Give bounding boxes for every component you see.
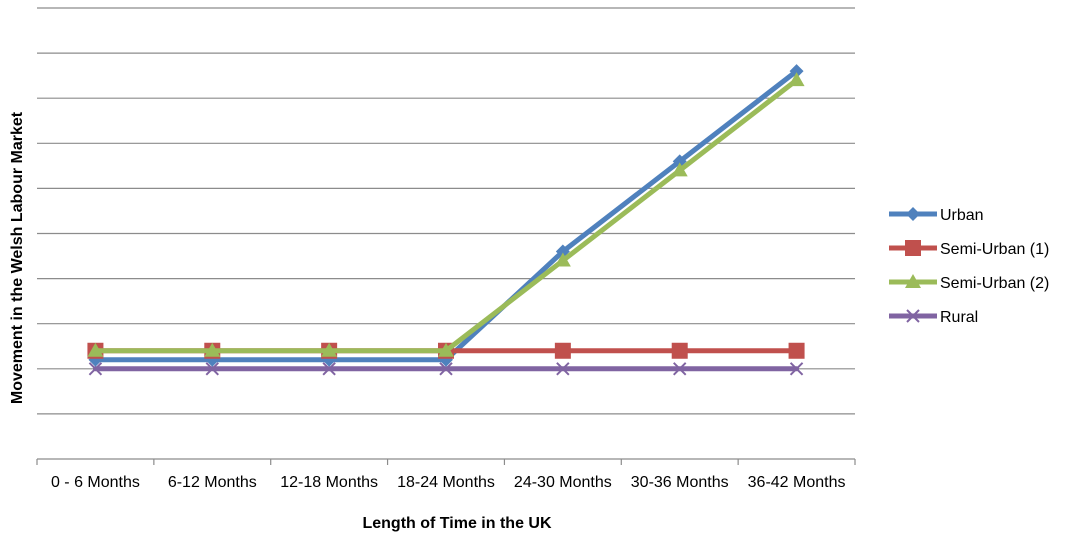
data-point-marker [88,362,103,376]
data-point-marker [905,240,921,256]
series-urban [88,64,804,367]
x-tick-label: 0 - 6 Months [51,474,140,491]
legend: Urban Semi-Urban (1) Semi-Urban (2) Rural [889,207,1049,326]
series-line [92,68,800,363]
series-rural [88,362,804,376]
legend-item: Semi-Urban (1) [889,240,1049,258]
data-point-marker [438,342,454,357]
gridlines [37,7,855,460]
data-point-marker [905,274,921,288]
data-point-marker [906,309,920,323]
legend-item: Rural [889,309,978,326]
y-axis-title: Movement in the Welsh Labour Market [9,111,26,404]
axes [36,459,856,465]
x-tick-label: 12-18 Months [280,474,378,491]
x-tick-label: 6-12 Months [168,474,257,491]
series-semi-urban-2 [87,72,805,357]
x-axis-title: Length of Time in the UK [362,515,551,532]
data-point-marker [671,162,688,177]
data-point-marker [321,342,338,357]
data-point-marker [205,362,219,376]
data-point-marker [906,207,920,221]
data-point-marker [788,342,805,359]
legend-label: Urban [940,207,984,224]
data-point-marker [554,342,571,359]
x-tick-label: 18-24 Months [397,474,495,491]
data-point-marker [204,342,221,357]
legend-item: Semi-Urban (2) [889,274,1049,292]
data-point-marker [789,362,804,376]
data-point-marker [788,72,805,87]
series-line [92,77,800,354]
series-lines [87,64,805,376]
data-point-marker [322,362,336,376]
x-tick-labels: 0 - 6 Months 6-12 Months 12-18 Months 18-24… [51,474,846,491]
data-point-marker [673,362,687,376]
data-point-marker [555,244,570,259]
data-point-marker [439,362,453,376]
x-tick-label: 24-30 Months [514,474,612,491]
data-point-marker [671,342,688,359]
legend-label: Rural [940,309,978,326]
legend-label: Semi-Urban (2) [940,275,1049,292]
data-point-marker [87,342,104,357]
x-tick-label: 36-42 Months [748,474,846,491]
x-tick-label: 30-36 Months [631,474,729,491]
data-point-marker [556,362,570,376]
legend-label: Semi-Urban (1) [940,241,1049,258]
data-point-marker [789,64,804,79]
data-point-marker [554,252,571,267]
legend-item: Urban [889,207,984,224]
